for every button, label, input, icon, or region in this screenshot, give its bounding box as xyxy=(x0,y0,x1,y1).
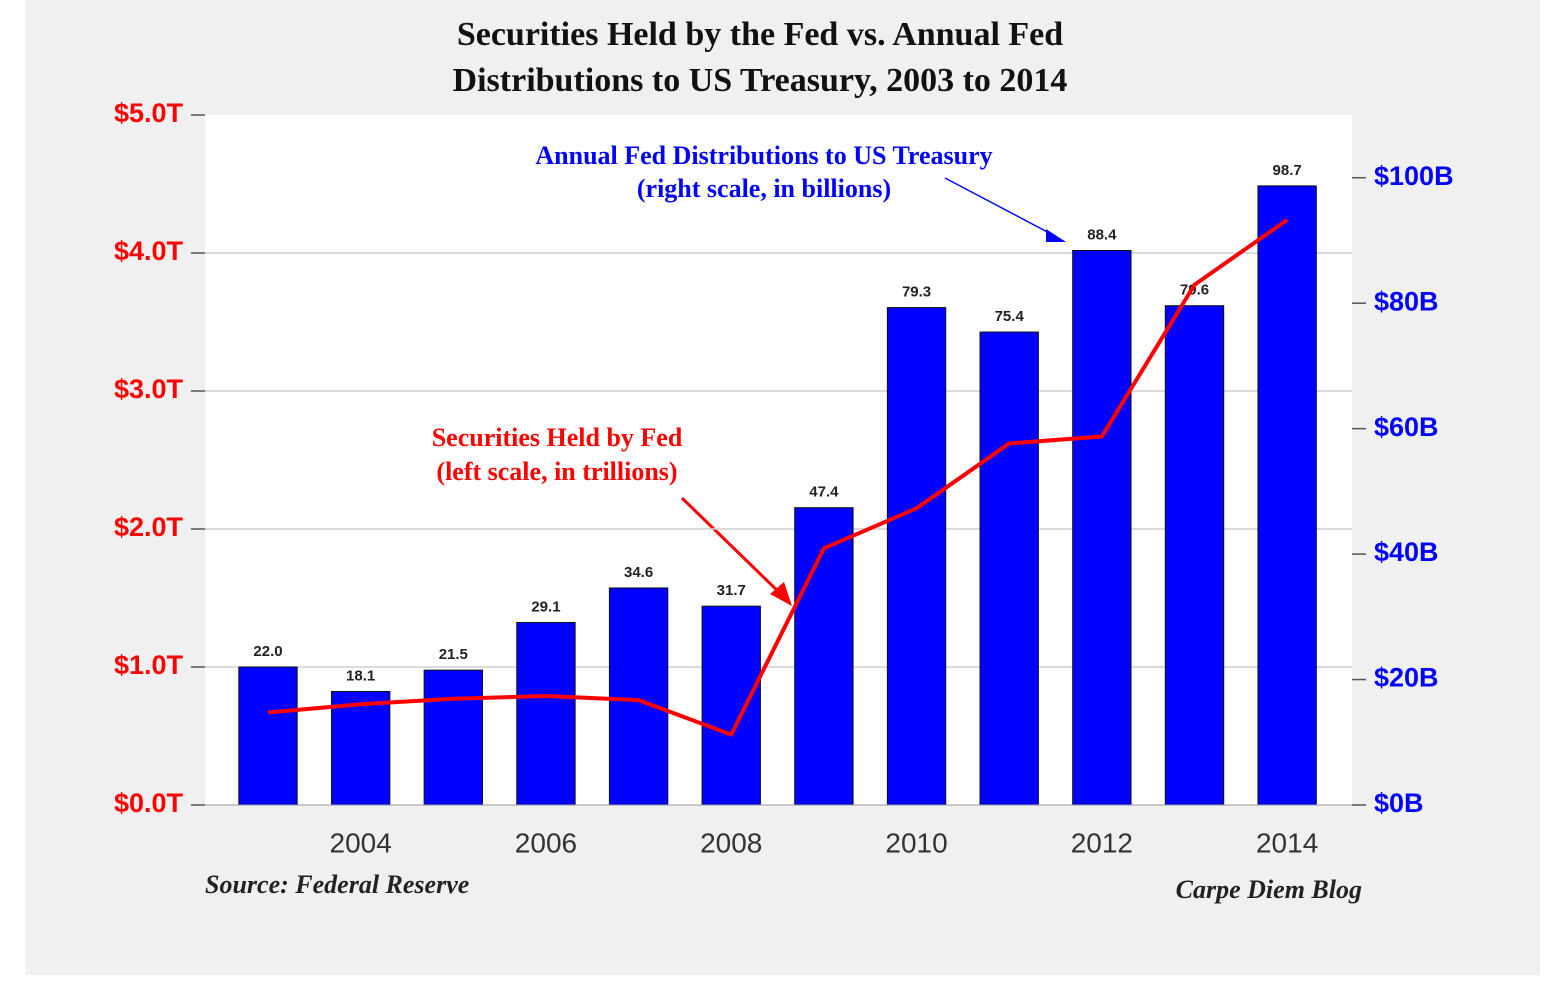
value-label: 22.0 xyxy=(253,643,282,660)
value-label: 29.1 xyxy=(531,598,560,615)
value-label: 18.1 xyxy=(346,667,375,684)
x-tick-label: 2012 xyxy=(1071,827,1133,858)
value-label: 21.5 xyxy=(439,646,468,663)
arrow-head xyxy=(1046,229,1066,242)
value-label: 31.7 xyxy=(717,582,746,599)
value-label: 34.6 xyxy=(624,564,653,581)
bar xyxy=(1072,249,1132,806)
chart-title: Securities Held by the Fed vs. Annual Fe… xyxy=(457,16,1063,53)
y-tick-label: $2.0T xyxy=(114,512,184,542)
bar xyxy=(1164,305,1225,806)
bar xyxy=(330,690,391,806)
value-label: 98.7 xyxy=(1273,162,1302,179)
bar xyxy=(1257,185,1317,806)
annotation: (left scale, in trillions) xyxy=(436,457,677,486)
x-tick-label: 2010 xyxy=(885,827,947,858)
annotation-arrow xyxy=(680,496,787,600)
annotation: Securities Held by Fed xyxy=(432,423,683,452)
annotation: Annual Fed Distributions to US Treasury xyxy=(535,141,992,170)
y2-tick-label: $80B xyxy=(1374,286,1439,316)
bar xyxy=(886,307,947,806)
x-tick-label: 2004 xyxy=(330,827,392,858)
value-label: 75.4 xyxy=(995,308,1025,325)
y-tick-label: $0.0T xyxy=(114,788,184,818)
y2-tick-label: $60B xyxy=(1374,412,1439,442)
chart-title: Distributions to US Treasury, 2003 to 20… xyxy=(453,62,1068,99)
source: Source: Federal Reserve xyxy=(205,870,469,899)
value-label: 47.4 xyxy=(809,484,839,501)
bar xyxy=(238,666,298,806)
annotation-arrow xyxy=(944,177,1056,237)
arrow-head xyxy=(770,582,792,606)
bar xyxy=(979,331,1039,806)
bar xyxy=(608,587,669,806)
bar xyxy=(516,621,576,806)
y-tick-label: $5.0T xyxy=(114,98,184,128)
x-tick-label: 2008 xyxy=(700,827,762,858)
bar xyxy=(701,605,761,806)
x-tick-label: 2014 xyxy=(1256,827,1318,858)
y-tick-label: $4.0T xyxy=(114,236,184,266)
bar xyxy=(423,669,483,806)
value-label: 79.3 xyxy=(902,284,931,301)
plot-area xyxy=(205,115,1352,805)
line xyxy=(267,218,1289,737)
value-label: 88.4 xyxy=(1087,226,1117,243)
y2-tick-label: $20B xyxy=(1374,663,1439,693)
y2-tick-label: $40B xyxy=(1374,537,1439,567)
annotation: (right scale, in billions) xyxy=(637,174,891,203)
y2-tick-label: $100B xyxy=(1374,161,1454,191)
credit: Carpe Diem Blog xyxy=(1176,875,1362,904)
x-tick-label: 2006 xyxy=(515,827,577,858)
y-tick-label: $1.0T xyxy=(114,650,184,680)
y2-tick-label: $0B xyxy=(1374,788,1424,818)
y-tick-label: $3.0T xyxy=(114,374,184,404)
